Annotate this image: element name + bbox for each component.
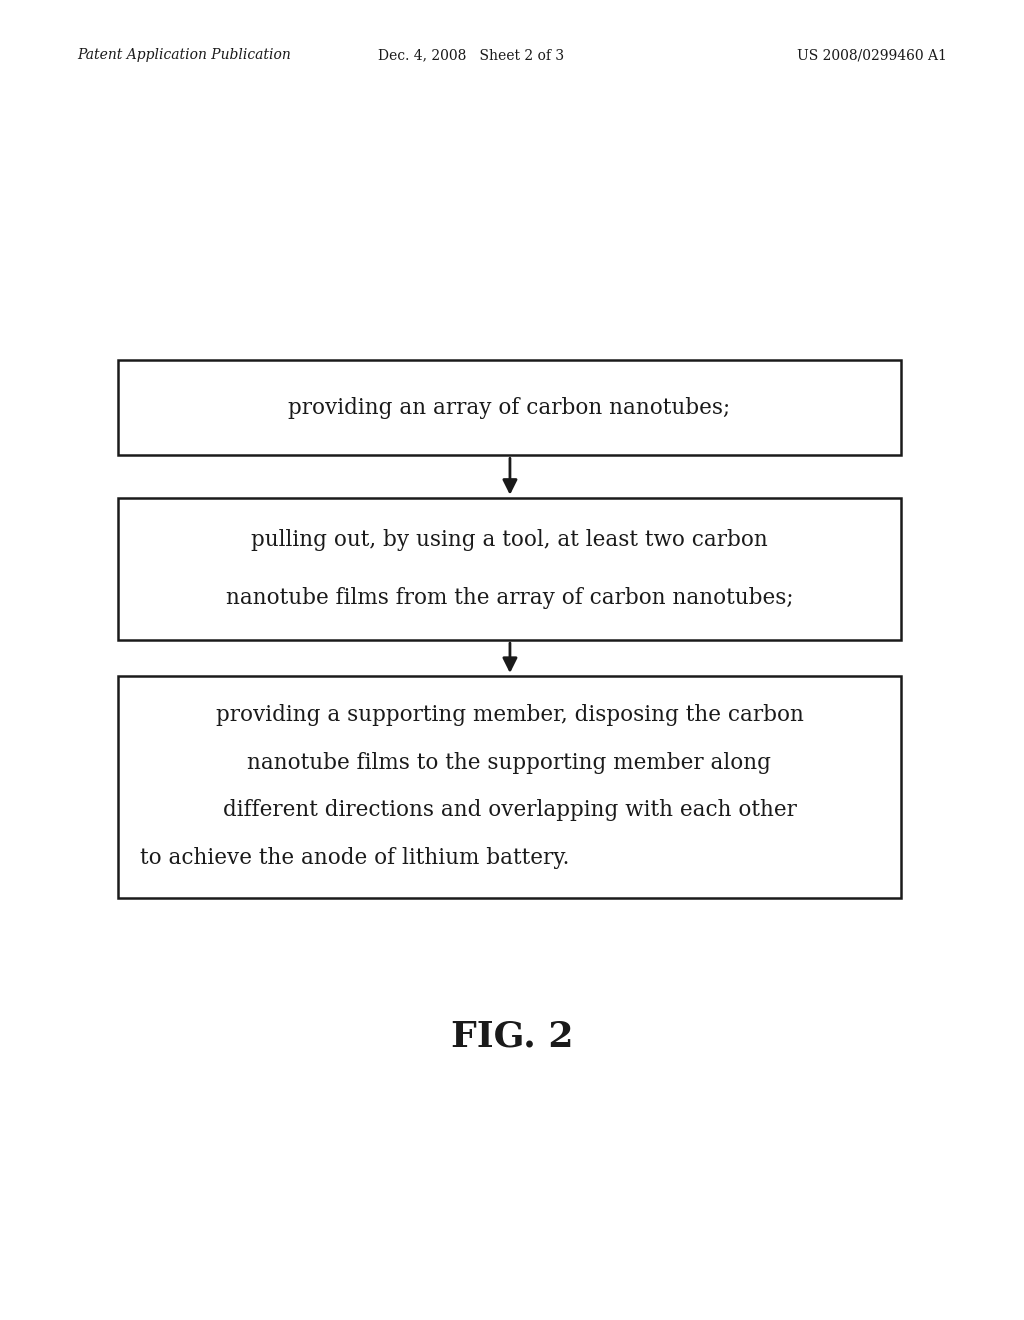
Bar — [118, 676, 901, 898]
Text: providing an array of carbon nanotubes;: providing an array of carbon nanotubes; — [289, 397, 730, 418]
Text: providing a supporting member, disposing the carbon: providing a supporting member, disposing… — [215, 705, 804, 726]
Text: different directions and overlapping with each other: different directions and overlapping wit… — [222, 800, 797, 821]
Text: FIG. 2: FIG. 2 — [451, 1019, 573, 1053]
Text: Patent Application Publication: Patent Application Publication — [77, 49, 291, 62]
Text: US 2008/0299460 A1: US 2008/0299460 A1 — [798, 49, 947, 62]
Text: nanotube films from the array of carbon nanotubes;: nanotube films from the array of carbon … — [225, 587, 794, 609]
Text: to achieve the anode of lithium battery.: to achieve the anode of lithium battery. — [140, 847, 569, 869]
Text: pulling out, by using a tool, at least two carbon: pulling out, by using a tool, at least t… — [251, 529, 768, 550]
Text: nanotube films to the supporting member along: nanotube films to the supporting member … — [248, 752, 771, 774]
Text: Dec. 4, 2008   Sheet 2 of 3: Dec. 4, 2008 Sheet 2 of 3 — [378, 49, 564, 62]
Bar — [118, 498, 901, 640]
Bar — [118, 360, 901, 455]
